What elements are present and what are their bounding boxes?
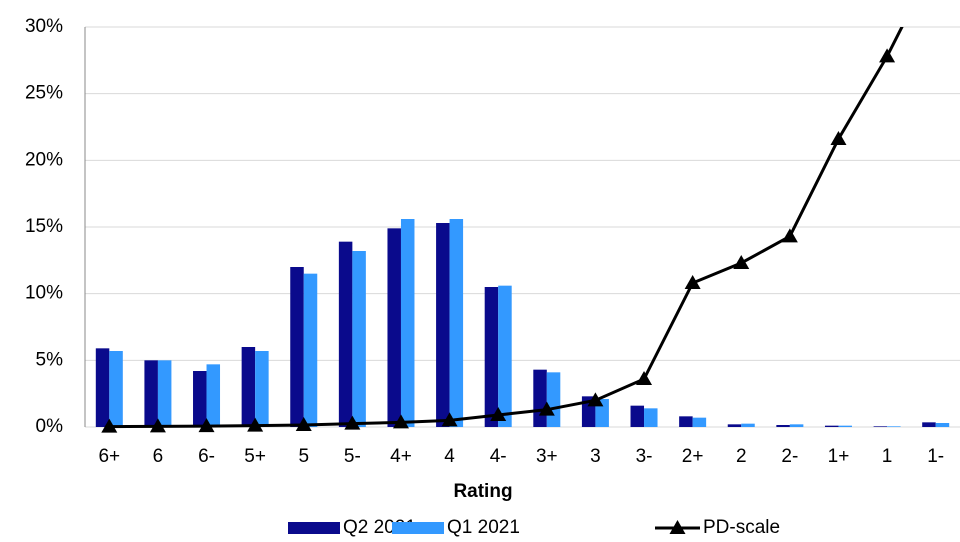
- x-tick-label: 2-: [781, 446, 798, 467]
- bar: [873, 426, 888, 427]
- line-marker: [392, 414, 409, 429]
- line-marker: [879, 48, 896, 63]
- bar: [193, 371, 207, 427]
- legend-swatch: [392, 522, 444, 534]
- line-group: [101, 27, 904, 433]
- y-tick-label: 30%: [25, 16, 63, 37]
- bar: [824, 425, 839, 427]
- x-tick-label: 1: [882, 446, 893, 467]
- legend-label: Q1 2021: [447, 517, 520, 538]
- x-axis-label: Rating: [453, 481, 512, 502]
- bar: [727, 424, 742, 427]
- bar: [144, 360, 158, 427]
- x-tick-label: 3: [590, 446, 601, 467]
- bar: [776, 425, 790, 427]
- line-marker: [587, 392, 604, 407]
- y-tick-label: 25%: [25, 83, 63, 104]
- line-marker: [781, 228, 798, 243]
- legend-swatch: [288, 522, 340, 534]
- bar: [935, 423, 950, 427]
- line-marker: [733, 255, 750, 269]
- x-tick-label: 5: [298, 446, 309, 467]
- x-tick-label: 2: [736, 446, 747, 467]
- bar: [303, 273, 318, 427]
- line: [109, 27, 904, 429]
- legend-label: PD-scale: [703, 517, 780, 538]
- bar: [241, 347, 256, 427]
- legend-marker: [669, 520, 686, 534]
- y-tick-label: 15%: [25, 216, 63, 237]
- x-tick-label: 1-: [927, 446, 944, 467]
- x-tick-label: 6: [153, 446, 164, 467]
- line-marker: [344, 415, 361, 430]
- line-marker: [295, 417, 312, 431]
- x-tick-label: 6-: [198, 446, 215, 467]
- line-marker: [149, 418, 166, 433]
- bar: [922, 422, 936, 427]
- line-marker: [684, 275, 701, 289]
- line-marker: [490, 407, 507, 421]
- bar: [352, 251, 366, 427]
- bar: [449, 219, 464, 427]
- x-tick-label: 5+: [244, 446, 266, 467]
- line-marker: [198, 418, 215, 433]
- bar: [400, 219, 415, 427]
- x-tick-label: 6+: [98, 446, 120, 467]
- bar: [255, 351, 269, 427]
- bar: [95, 348, 110, 427]
- bar: [644, 408, 658, 427]
- bar: [533, 369, 547, 427]
- x-tick-label: 1+: [828, 446, 850, 467]
- bar: [679, 416, 693, 427]
- bar: [741, 423, 755, 427]
- bar: [789, 424, 804, 427]
- x-tick-label: 3+: [536, 446, 558, 467]
- line-marker: [538, 401, 555, 416]
- x-tick-label: 2+: [682, 446, 704, 467]
- bar: [338, 241, 353, 427]
- bar: [109, 351, 123, 427]
- x-tick-label: 4+: [390, 446, 412, 467]
- x-tick-label: 4: [444, 446, 455, 467]
- bar: [387, 228, 401, 427]
- bar: [498, 285, 512, 427]
- bar: [157, 360, 172, 427]
- bar: [206, 364, 221, 427]
- x-tick-label: 5-: [344, 446, 361, 467]
- bar: [436, 223, 450, 427]
- y-tick-label: 10%: [25, 283, 63, 304]
- y-tick-label: 5%: [36, 349, 64, 370]
- y-tick-label: 0%: [36, 416, 64, 437]
- bar: [838, 425, 852, 427]
- line-marker: [247, 417, 264, 432]
- bar: [290, 267, 304, 427]
- x-tick-label: 3-: [636, 446, 653, 467]
- line-marker: [441, 412, 458, 427]
- line-marker: [830, 131, 847, 145]
- x-tick-label: 4-: [490, 446, 507, 467]
- bar: [484, 287, 499, 427]
- y-tick-label: 20%: [25, 149, 63, 170]
- bar: [692, 417, 707, 427]
- line-marker: [636, 371, 653, 385]
- line-marker: [101, 418, 118, 433]
- bar: [630, 405, 645, 427]
- bar: [887, 426, 901, 427]
- bar: [546, 372, 561, 427]
